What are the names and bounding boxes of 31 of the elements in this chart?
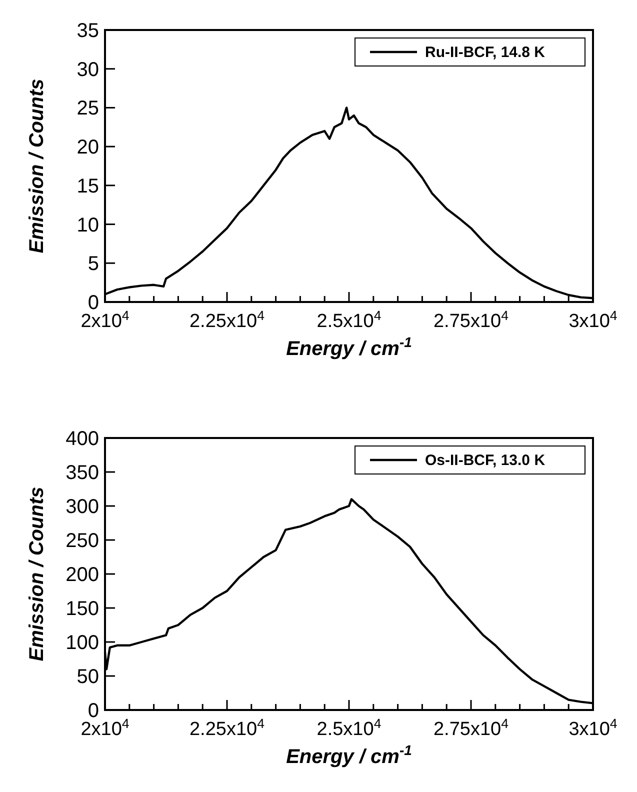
x-axis-title: Energy / cm$^{-1}$	[286, 334, 412, 360]
y-tick-label: 50	[76, 666, 99, 688]
y-tick-label: 35	[76, 20, 99, 42]
y-tick-label: 0	[88, 700, 99, 722]
y-tick-label: 200	[66, 564, 99, 586]
y-tick-label: 400	[66, 428, 99, 450]
legend-label: Ru-II-BCF, 14.8 K	[425, 44, 546, 61]
y-tick-label: 15	[76, 175, 99, 198]
x-tick-label: 3x10$^{4}$	[568, 716, 618, 740]
y-tick-label: 250	[66, 530, 99, 552]
y-axis-title: Emission / Counts	[26, 486, 48, 662]
y-tick-label: 0	[88, 292, 99, 314]
y-tick-label: 25	[76, 98, 99, 120]
y-tick-label: 150	[66, 598, 99, 620]
y-tick-label: 100	[66, 632, 99, 654]
legend-label: Os-II-BCF, 13.0 K	[425, 452, 546, 469]
y-tick-label: 10	[76, 214, 99, 236]
y-axis-title: Emission / Counts	[26, 78, 48, 254]
y-tick-label: 5	[88, 253, 99, 276]
x-tick-label: 2.5x10$^{4}$	[316, 308, 382, 332]
y-tick-label: 30	[76, 58, 99, 81]
x-tick-label: 2.25x10$^{4}$	[189, 308, 265, 332]
y-tick-label: 300	[66, 496, 99, 518]
x-tick-label: 2.5x10$^{4}$	[316, 716, 382, 740]
x-axis-title: Energy / cm$^{-1}$	[286, 742, 412, 768]
x-tick-label: 3x10$^{4}$	[568, 308, 618, 332]
x-tick-label: 2.25x10$^{4}$	[189, 716, 265, 740]
y-tick-label: 350	[66, 462, 99, 484]
x-tick-label: 2.75x10$^{4}$	[433, 716, 509, 740]
x-tick-label: 2.75x10$^{4}$	[433, 308, 509, 332]
y-tick-label: 20	[76, 136, 99, 159]
